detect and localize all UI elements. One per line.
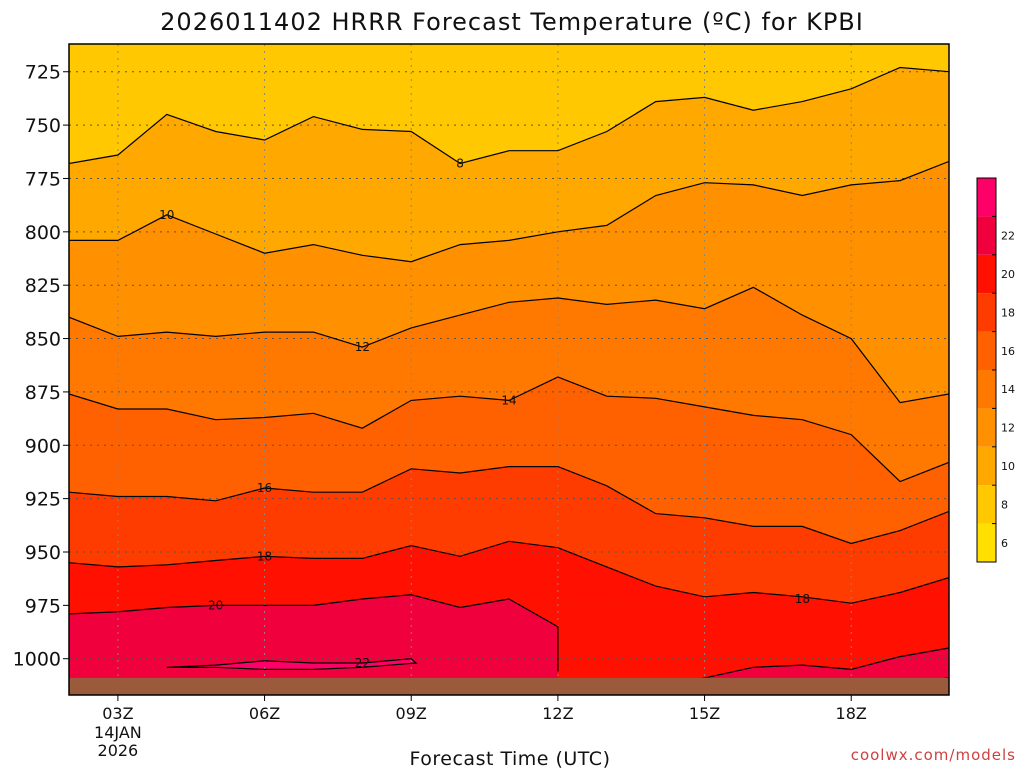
colorbar-swatch (977, 408, 996, 447)
x-tick-label: 06Z (249, 704, 280, 723)
colorbar-swatch (977, 370, 996, 409)
colorbar-swatch (977, 331, 996, 370)
contour-label-20: 20 (208, 598, 223, 612)
x-tick-label: 12Z (542, 704, 573, 723)
colorbar-tick-label: 22 (1001, 230, 1015, 243)
y-tick-label: 850 (25, 329, 61, 351)
colorbar-swatch (977, 254, 996, 294)
y-tick-label: 950 (25, 542, 61, 564)
y-tick-label: 975 (25, 595, 61, 617)
contour-label-18-right: 18 (795, 592, 810, 606)
colorbar-tick-label: 16 (1001, 345, 1015, 358)
colorbar-swatch (977, 216, 996, 255)
contour-label-10: 10 (159, 208, 174, 222)
band-fill-20 (69, 594, 558, 695)
colorbar-tick-label: 14 (1001, 383, 1015, 396)
credit-text: coolwx.com/models (851, 746, 1016, 764)
contour-label-8: 8 (456, 157, 464, 171)
contour-line-22 (166, 658, 418, 671)
colorbar-swatch (977, 178, 996, 217)
y-tick-label: 775 (25, 168, 61, 190)
y-tick-label: 725 (25, 62, 61, 84)
colorbar-tick-label: 18 (1001, 306, 1015, 319)
plot-frame (68, 43, 950, 696)
colorbar: 6 8 10 12 14 16 18 20 22 (976, 177, 1015, 563)
y-tick-label: 925 (25, 489, 61, 511)
contour-label-16: 16 (257, 481, 272, 495)
y-tick-label: 750 (25, 115, 61, 137)
x-tick-label: 18Z (836, 704, 867, 723)
y-tick-label: 875 (25, 382, 61, 404)
contour-line-10 (69, 160, 949, 263)
x-tick-label: 09Z (396, 704, 427, 723)
contour-line-16 (69, 466, 949, 545)
colorbar-tick-label: 6 (1001, 537, 1008, 550)
y-tick-label: 800 (25, 222, 61, 244)
contour-line-8 (69, 66, 949, 165)
colorbar-tick-label: 8 (1001, 498, 1008, 511)
colorbar-swatch (977, 485, 996, 524)
contour-label-14: 14 (501, 393, 516, 407)
colorbar-tick-label: 10 (1001, 460, 1015, 473)
contour-label-18: 18 (257, 549, 272, 563)
y-tick-label: 825 (25, 275, 61, 297)
x-axis-label: Forecast Time (UTC) (410, 748, 611, 768)
colorbar-tick-label: 12 (1001, 422, 1015, 435)
contour-label-12: 12 (355, 340, 370, 354)
surface-ground (69, 677, 949, 695)
y-axis: 725 750 775 800 825 850 875 900 925 950 975 1000 (13, 62, 69, 671)
contour-line-18 (69, 540, 949, 604)
chart-title: 2026011402 HRRR Forecast Temperature (ºC… (160, 8, 864, 36)
plot-fill: 8 10 12 14 16 18 20 22 18 (69, 44, 949, 695)
colorbar-tick-label: 20 (1001, 268, 1015, 281)
x-tick-label: 03Z (102, 704, 133, 723)
contour-labels: 8 10 12 14 16 18 20 22 18 (159, 157, 810, 670)
contour-line-12 (69, 286, 949, 404)
y-tick-label: 900 (25, 435, 61, 457)
contour-line-20-right (631, 647, 949, 695)
colorbar-swatch (977, 523, 996, 562)
colorbar-swatch (977, 293, 996, 332)
band-fill-22 (166, 658, 417, 670)
contour-line-20 (69, 594, 559, 672)
contour-label-22: 22 (355, 656, 370, 670)
x-tick-label: 15Z (689, 704, 720, 723)
contour-lines (69, 66, 949, 695)
y-tick-label: 1000 (13, 649, 61, 671)
contour-line-14 (69, 376, 949, 483)
x-tick-date: 14JAN (94, 723, 142, 742)
x-tick-year: 2026 (98, 741, 139, 760)
colorbar-swatch (977, 446, 996, 486)
plot-area: 8 10 12 14 16 18 20 22 18 (68, 43, 950, 696)
